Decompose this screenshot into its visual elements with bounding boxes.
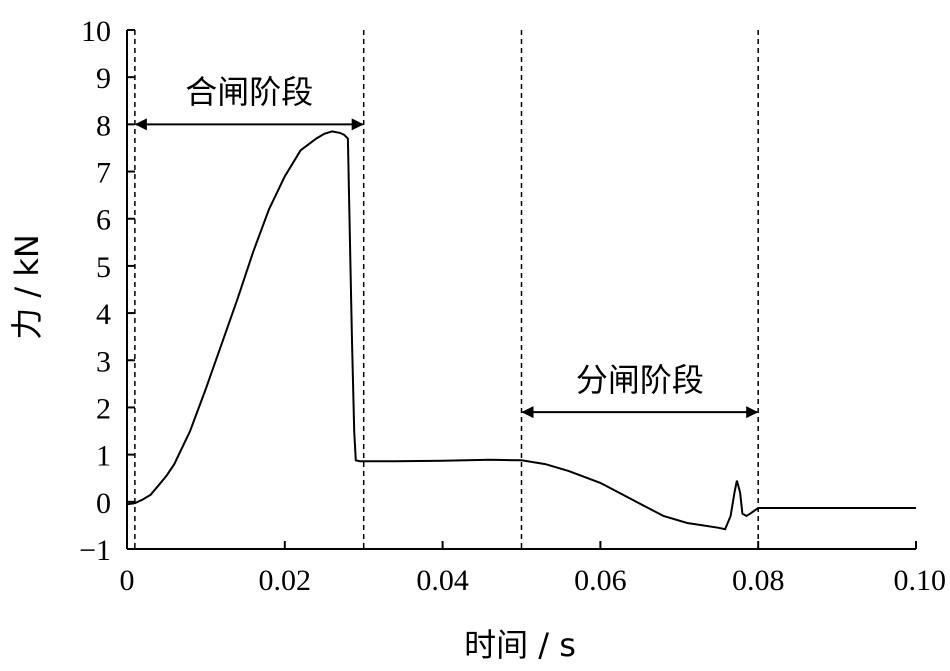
- y-tick-label: 4: [96, 298, 111, 331]
- x-tick-label: 0.10: [894, 564, 947, 597]
- y-ticks: −1 0 1 2 3 4 5 6 7 8 9 10: [79, 15, 135, 567]
- y-tick-label: 5: [96, 251, 111, 284]
- y-tick-label: 9: [96, 62, 111, 95]
- y-tick-label: 10: [81, 15, 111, 48]
- x-tick-label: 0.06: [574, 564, 627, 597]
- force-series-line: [126, 130, 916, 531]
- y-tick-label: 3: [96, 345, 111, 378]
- y-tick-label: 1: [96, 440, 111, 473]
- x-tick-label: 0: [120, 564, 135, 597]
- y-tick-label: −1: [79, 534, 111, 567]
- y-axis-title: 力 / kN: [8, 234, 46, 340]
- x-tick-label: 0.08: [732, 564, 785, 597]
- phase-label: 分闸阶段: [576, 361, 704, 399]
- y-tick-label: 7: [96, 157, 111, 190]
- y-tick-label: 8: [96, 109, 111, 142]
- phase-label: 合闸阶段: [185, 73, 313, 111]
- y-tick-label: 6: [96, 204, 111, 237]
- y-tick-label: 0: [96, 487, 111, 520]
- x-axis-title: 时间 / s: [464, 626, 576, 664]
- phase-divider-lines: [134, 30, 759, 549]
- x-ticks: 0 0.02 0.04 0.06 0.08 0.10: [120, 541, 947, 597]
- axes: [126, 30, 916, 550]
- x-tick-label: 0.04: [416, 564, 469, 597]
- x-tick-label: 0.02: [259, 564, 312, 597]
- y-tick-label: 2: [96, 392, 111, 425]
